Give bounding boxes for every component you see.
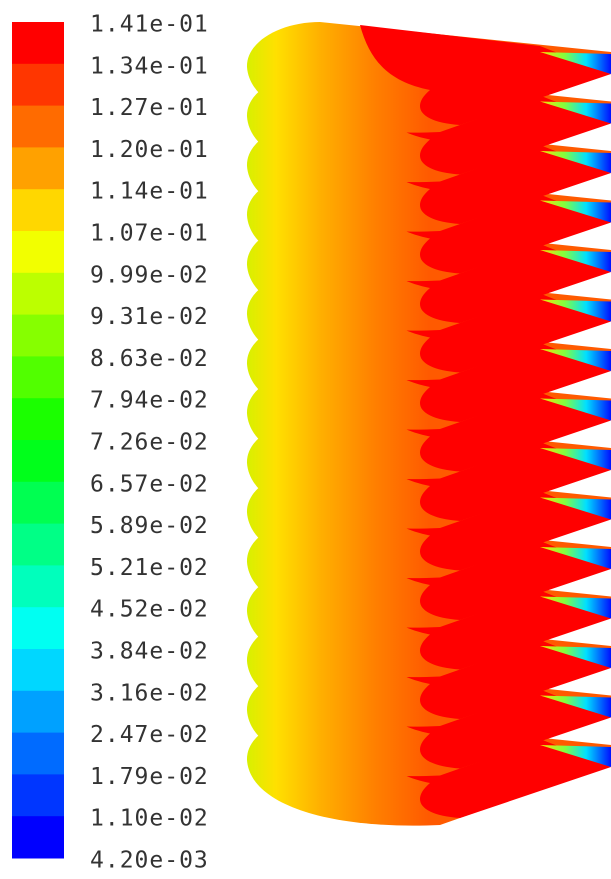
colorbar-label: 1.41e-01 (90, 12, 209, 38)
color-band (12, 356, 64, 398)
colorbar-label: 4.20e-03 (90, 848, 209, 874)
color-band (12, 733, 64, 775)
colorbar-label: 1.34e-01 (90, 53, 209, 79)
color-band (12, 398, 64, 440)
contour-view: 1.41e-01 1.34e-01 1.27e-01 1.20e-01 1.14e-01… (0, 0, 611, 879)
colorbar-label: 1.79e-02 (90, 764, 209, 790)
color-band (12, 315, 64, 357)
colorbar-label: 7.94e-02 (90, 388, 209, 414)
page: 1.41e-01 1.34e-01 1.27e-01 1.20e-01 1.14e-01… (0, 0, 611, 879)
color-band (12, 565, 64, 607)
color-band (12, 524, 64, 566)
color-band (12, 774, 64, 816)
color-band (12, 106, 64, 148)
colorbar-label: 6.57e-02 (90, 471, 209, 497)
colorbar-labels: 1.41e-01 1.34e-01 1.27e-01 1.20e-01 1.14e-01… (90, 12, 209, 874)
color-band (12, 22, 64, 64)
colorbar-label: 1.27e-01 (90, 95, 209, 121)
colorbar-label: 4.52e-02 (90, 597, 209, 623)
colorbar-label: 9.31e-02 (90, 304, 209, 330)
color-band (12, 147, 64, 189)
colorbar-label: 5.21e-02 (90, 555, 209, 581)
colorbar-label: 1.07e-01 (90, 221, 209, 247)
color-band (12, 691, 64, 733)
colorbar-label: 9.99e-02 (90, 262, 209, 288)
color-band (12, 64, 64, 106)
colorbar-label: 1.10e-02 (90, 806, 209, 832)
color-band (12, 816, 64, 858)
color-band (12, 231, 64, 273)
blade-contours (247, 22, 611, 826)
color-band (12, 607, 64, 649)
color-band (12, 273, 64, 315)
colorbar-label: 3.16e-02 (90, 680, 209, 706)
colorbar-label: 1.14e-01 (90, 179, 209, 205)
colorbar (12, 22, 64, 859)
color-band (12, 189, 64, 231)
colorbar-label: 8.63e-02 (90, 346, 209, 372)
color-band (12, 649, 64, 691)
color-band (12, 440, 64, 482)
colorbar-label: 7.26e-02 (90, 430, 209, 456)
colorbar-label: 1.20e-01 (90, 137, 209, 163)
colorbar-label: 3.84e-02 (90, 639, 209, 665)
colorbar-label: 2.47e-02 (90, 722, 209, 748)
colorbar-label: 5.89e-02 (90, 513, 209, 539)
color-band (12, 482, 64, 524)
